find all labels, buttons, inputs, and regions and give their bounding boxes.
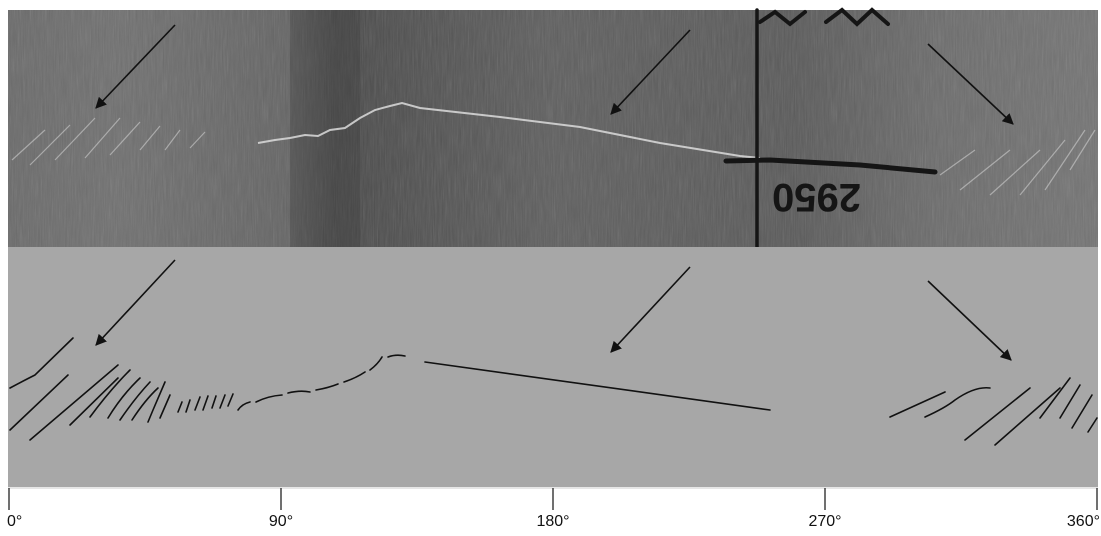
photo-arrow-left xyxy=(95,24,176,109)
marker-horizontal-line xyxy=(723,157,938,175)
marker-drawing xyxy=(723,7,938,249)
traced-fracture-straight xyxy=(424,361,771,411)
traced-lines-right xyxy=(889,377,1098,446)
trace-panel xyxy=(8,247,1098,487)
azimuth-tick-label: 180° xyxy=(536,513,570,530)
azimuth-scale xyxy=(8,487,1098,510)
photo-fracture-trace xyxy=(257,101,761,159)
core-photo-dark-band xyxy=(290,10,360,247)
azimuth-tick-label: 0° xyxy=(7,513,23,530)
trace-arrow-center xyxy=(610,266,691,353)
photo-hatch-left xyxy=(11,117,206,166)
core-photo-panel: 2950 xyxy=(8,7,1098,249)
photo-arrow-right xyxy=(927,43,1014,125)
traced-lines-left xyxy=(9,337,234,441)
traced-fracture xyxy=(237,354,771,411)
core-photo-texture xyxy=(8,10,1098,247)
trace-panel-background xyxy=(8,247,1098,487)
trace-arrow-right xyxy=(927,280,1012,361)
photo-hatch-right xyxy=(939,129,1096,196)
marker-zigzag-left xyxy=(758,9,807,27)
trace-arrow-left xyxy=(95,259,176,346)
handwritten-label: 2950 xyxy=(772,175,861,219)
azimuth-tick-label: 270° xyxy=(808,513,842,530)
azimuth-tick-label: 360° xyxy=(1066,513,1100,530)
marker-zigzag-right xyxy=(824,7,890,27)
photo-arrow-center xyxy=(610,29,691,115)
azimuth-tick-label: 90° xyxy=(268,513,294,530)
trace-arrows xyxy=(95,259,1012,361)
photo-arrows xyxy=(95,24,1014,125)
